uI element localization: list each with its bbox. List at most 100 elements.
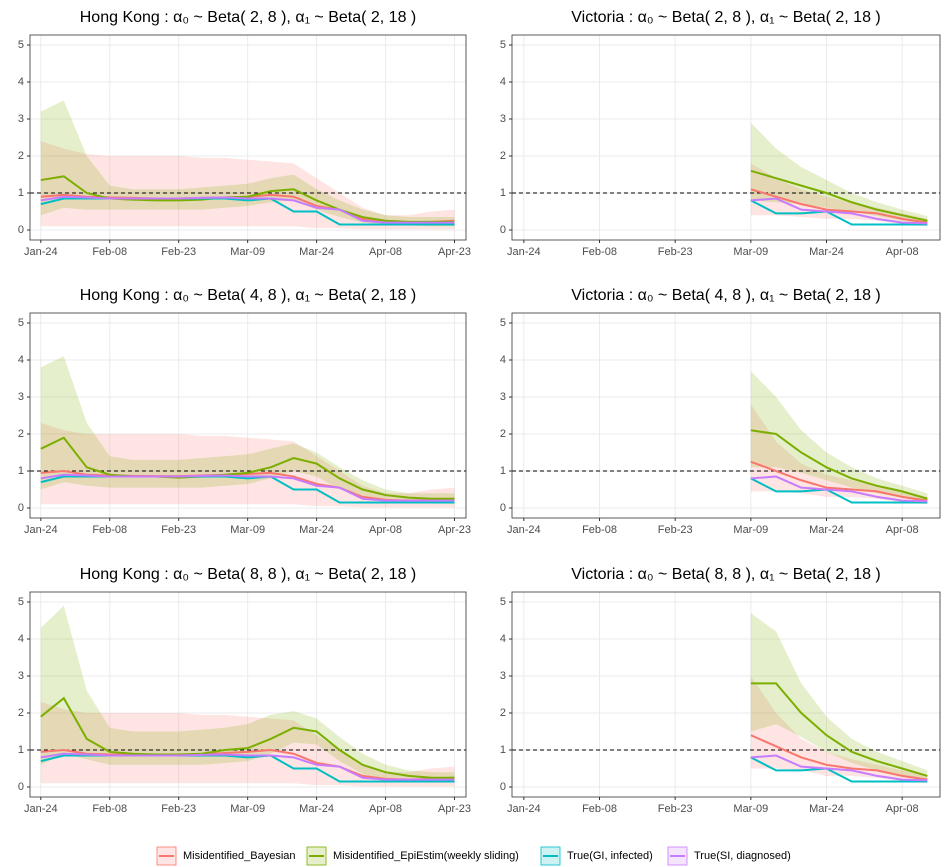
x-tick-label: Feb-08 xyxy=(92,246,127,258)
ribbon xyxy=(40,100,455,227)
x-tick-label: Feb-08 xyxy=(582,524,617,536)
x-tick-label: Mar-24 xyxy=(809,524,844,536)
y-tick-label: 2 xyxy=(18,707,24,719)
series-line xyxy=(750,475,928,503)
y-tick-label: 1 xyxy=(18,744,24,756)
y-tick-label: 0 xyxy=(500,224,506,236)
y-tick-label: 3 xyxy=(18,670,24,682)
x-tick-label: Jan-24 xyxy=(507,246,541,258)
x-tick-label: Jan-24 xyxy=(24,246,58,258)
series-line xyxy=(40,696,455,779)
y-tick-label: 2 xyxy=(18,150,24,162)
legend: Misidentified_Bayesian Misidentified_EpiE… xyxy=(156,846,791,866)
y-tick-label: 4 xyxy=(18,76,24,88)
plot-background xyxy=(512,35,940,240)
series-line xyxy=(40,752,455,781)
panel-title: Hong Kong : α₀ ~ Beta( 2, 8 ), α₁ ~ Beta… xyxy=(80,9,417,26)
x-tick-label: Jan-24 xyxy=(24,803,58,815)
x-tick-label: Mar-09 xyxy=(733,803,768,815)
panel: Victoria : α₀ ~ Beta( 2, 8 ), α₁ ~ Beta(… xyxy=(500,9,941,258)
panel: Victoria : α₀ ~ Beta( 8, 8 ), α₁ ~ Beta(… xyxy=(500,566,941,815)
plot-border xyxy=(511,34,941,241)
ribbon xyxy=(40,701,455,787)
panel: Hong Kong : α₀ ~ Beta( 8, 8 ), α₁ ~ Beta… xyxy=(18,566,471,815)
series-line xyxy=(750,460,928,502)
x-tick-label: Apr-23 xyxy=(438,803,471,815)
x-tick-label: Mar-24 xyxy=(809,246,844,258)
x-tick-label: Feb-23 xyxy=(161,524,196,536)
series-line xyxy=(750,754,928,782)
y-tick-label: 2 xyxy=(500,707,506,719)
y-tick-label: 1 xyxy=(18,187,24,199)
y-tick-label: 3 xyxy=(500,113,506,125)
x-tick-label: Jan-24 xyxy=(507,803,541,815)
panel: Hong Kong : α₀ ~ Beta( 2, 8 ), α₁ ~ Beta… xyxy=(18,9,471,258)
legend-label: True(SI, diagnosed) xyxy=(694,850,791,862)
series-line xyxy=(750,477,928,504)
series-line xyxy=(40,195,455,224)
x-tick-label: Feb-08 xyxy=(582,803,617,815)
y-tick-label: 4 xyxy=(500,354,506,366)
y-tick-label: 5 xyxy=(18,317,24,329)
y-tick-label: 0 xyxy=(500,781,506,793)
x-tick-label: Apr-08 xyxy=(369,803,402,815)
x-tick-label: Jan-24 xyxy=(507,524,541,536)
x-tick-label: Apr-08 xyxy=(886,803,919,815)
ribbon xyxy=(40,605,455,783)
x-tick-label: Mar-09 xyxy=(733,524,768,536)
y-tick-label: 5 xyxy=(18,596,24,608)
y-tick-label: 2 xyxy=(18,428,24,440)
y-tick-label: 2 xyxy=(500,150,506,162)
ribbon xyxy=(750,404,928,505)
x-tick-label: Apr-08 xyxy=(369,524,402,536)
x-tick-label: Apr-08 xyxy=(369,246,402,258)
y-tick-label: 5 xyxy=(500,596,506,608)
plot-border xyxy=(511,591,941,798)
y-tick-label: 2 xyxy=(500,428,506,440)
plot-border xyxy=(511,312,941,519)
x-tick-label: Feb-08 xyxy=(582,246,617,258)
ribbon xyxy=(750,371,928,503)
legend-label: True(GI, infected) xyxy=(567,850,653,862)
series-line xyxy=(750,756,928,783)
panel: Hong Kong : α₀ ~ Beta( 4, 8 ), α₁ ~ Beta… xyxy=(18,287,471,536)
x-tick-label: Mar-24 xyxy=(299,246,334,258)
panel-title: Victoria : α₀ ~ Beta( 4, 8 ), α₁ ~ Beta(… xyxy=(571,287,881,304)
x-tick-label: Apr-08 xyxy=(886,524,919,536)
series-line xyxy=(750,169,928,222)
y-tick-label: 0 xyxy=(500,502,506,514)
plot-border xyxy=(29,312,467,519)
panel: Victoria : α₀ ~ Beta( 4, 8 ), α₁ ~ Beta(… xyxy=(500,287,941,536)
x-tick-label: Jan-24 xyxy=(24,524,58,536)
series-line xyxy=(750,199,928,226)
y-tick-label: 5 xyxy=(500,39,506,51)
series-line xyxy=(750,734,928,781)
x-tick-label: Mar-09 xyxy=(230,524,265,536)
x-tick-label: Feb-23 xyxy=(658,246,693,258)
y-tick-label: 0 xyxy=(18,502,24,514)
x-tick-label: Mar-09 xyxy=(230,803,265,815)
ribbon xyxy=(750,675,928,784)
plot-background xyxy=(512,592,940,797)
x-tick-label: Mar-24 xyxy=(299,524,334,536)
y-tick-label: 5 xyxy=(500,317,506,329)
x-tick-label: Feb-23 xyxy=(658,524,693,536)
x-tick-label: Apr-23 xyxy=(438,524,471,536)
ribbon xyxy=(40,356,455,504)
plot-border xyxy=(29,34,467,241)
panel-title: Hong Kong : α₀ ~ Beta( 8, 8 ), α₁ ~ Beta… xyxy=(80,566,417,583)
x-tick-label: Mar-24 xyxy=(809,803,844,815)
x-tick-label: Feb-08 xyxy=(92,524,127,536)
x-tick-label: Feb-23 xyxy=(161,246,196,258)
plot-border xyxy=(29,591,467,798)
ribbon xyxy=(40,141,455,230)
legend-label: Misidentified_EpiEstim(weekly sliding) xyxy=(333,850,519,862)
ribbon xyxy=(750,122,928,225)
x-tick-label: Mar-09 xyxy=(733,246,768,258)
x-tick-label: Feb-23 xyxy=(161,803,196,815)
y-tick-label: 3 xyxy=(18,391,24,403)
y-tick-label: 1 xyxy=(500,187,506,199)
series-line xyxy=(750,188,928,224)
y-tick-label: 0 xyxy=(18,224,24,236)
